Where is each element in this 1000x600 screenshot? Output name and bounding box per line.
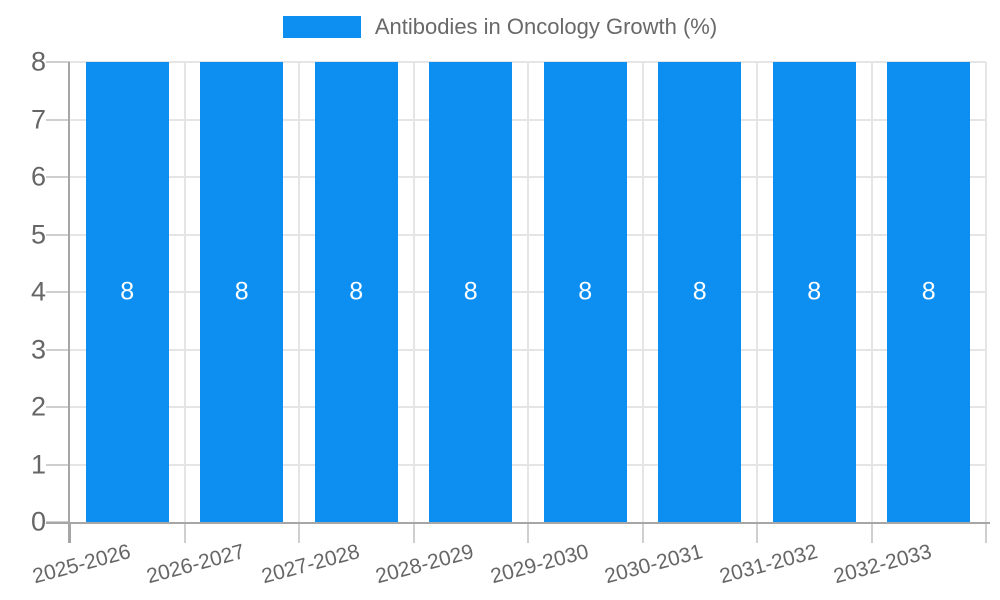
- y-tick-label: 3: [30, 334, 46, 364]
- y-tick-mark: [46, 348, 70, 351]
- bar-value-label: 8: [234, 277, 249, 306]
- bar-value-label: 8: [120, 277, 135, 306]
- y-tick-label: 5: [30, 219, 46, 249]
- v-gridline: [641, 62, 644, 522]
- x-tick-mark: [183, 524, 186, 543]
- v-gridline: [527, 62, 529, 522]
- y-tick-label: 6: [30, 161, 46, 192]
- x-tick-mark: [69, 524, 71, 543]
- bar[interactable]: [543, 62, 627, 522]
- y-tick-label: 4: [30, 276, 46, 307]
- x-tick-mark: [985, 524, 987, 543]
- v-gridline: [870, 62, 873, 522]
- y-tick-mark: [46, 61, 70, 63]
- bar[interactable]: [887, 62, 971, 522]
- v-gridline: [756, 62, 758, 522]
- y-tick-label: 2: [30, 391, 46, 422]
- x-axis-line: [46, 522, 990, 524]
- x-tick-label: 2026-2027: [144, 540, 248, 589]
- bar[interactable]: [658, 62, 742, 522]
- bar-value-label: 8: [463, 277, 478, 306]
- bar[interactable]: [772, 62, 856, 522]
- bar-value-label: 8: [349, 277, 364, 306]
- bar[interactable]: [200, 62, 284, 522]
- bar-value-label: 8: [807, 277, 822, 306]
- x-tick-mark: [527, 524, 529, 543]
- bar[interactable]: [314, 62, 398, 522]
- chart-title: Antibodies in Oncology Growth (%): [374, 14, 718, 39]
- y-tick-mark: [46, 233, 70, 236]
- v-gridline: [298, 62, 300, 522]
- y-tick-label: 7: [30, 104, 46, 134]
- y-tick-label: 1: [30, 449, 46, 479]
- x-tick-label: 2031-2032: [716, 540, 820, 589]
- y-axis-line: [68, 62, 70, 543]
- y-tick-mark: [46, 291, 70, 293]
- x-tick-mark: [870, 524, 873, 543]
- x-tick-mark: [412, 524, 415, 543]
- x-tick-label: 2025-2026: [29, 540, 133, 589]
- bar-value-label: 8: [692, 277, 707, 306]
- x-tick-mark: [641, 524, 644, 543]
- x-tick-label: 2029-2030: [487, 540, 591, 589]
- v-gridline: [985, 62, 987, 522]
- chart-legend[interactable]: Antibodies in Oncology Growth (%): [0, 14, 1000, 40]
- bar-value-label: 8: [578, 277, 593, 306]
- x-tick-label: 2028-2029: [373, 540, 477, 589]
- y-tick-mark: [46, 118, 70, 121]
- x-tick-mark: [756, 524, 758, 543]
- y-tick-label: 8: [30, 46, 46, 77]
- x-tick-label: 2027-2028: [258, 540, 362, 589]
- legend-swatch[interactable]: [282, 16, 361, 39]
- bar[interactable]: [429, 62, 513, 522]
- x-tick-label: 2030-2031: [602, 540, 706, 589]
- y-tick-mark: [46, 406, 70, 408]
- bar-value-label: 8: [921, 277, 936, 306]
- bar[interactable]: [85, 62, 169, 522]
- v-gridline: [183, 62, 186, 522]
- y-tick-mark: [46, 463, 70, 466]
- x-tick-mark: [298, 524, 300, 543]
- y-tick-label: 0: [30, 506, 46, 537]
- x-tick-label: 2032-2033: [831, 540, 935, 589]
- y-tick-mark: [46, 176, 70, 178]
- v-gridline: [412, 62, 415, 522]
